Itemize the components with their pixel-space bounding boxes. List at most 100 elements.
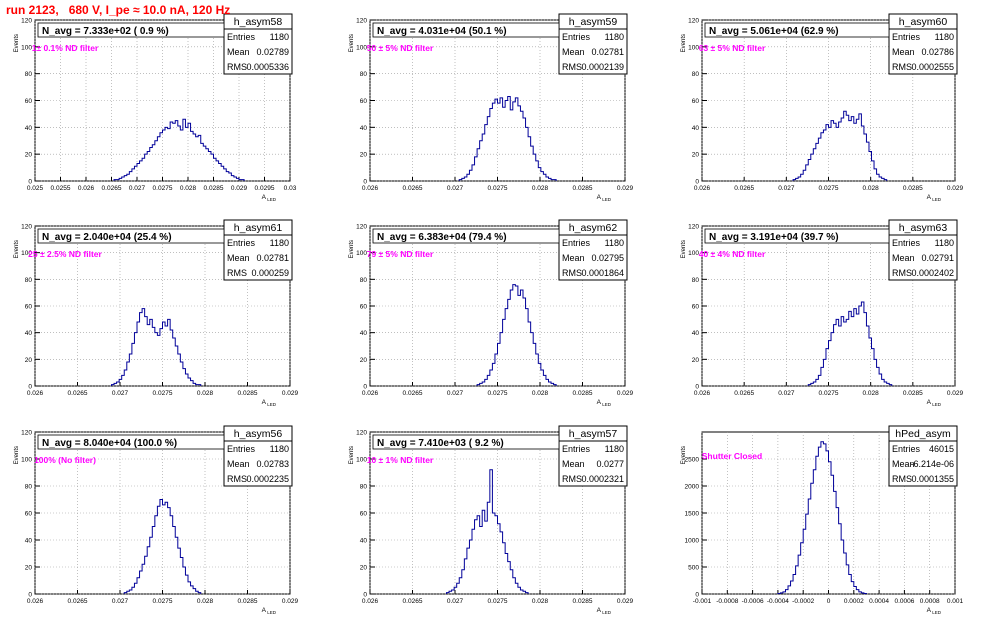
n-avg-box bbox=[704, 22, 890, 38]
y-tick-label: 60 bbox=[360, 511, 368, 518]
stats-label: RMS bbox=[227, 268, 247, 278]
y-tick-label: 60 bbox=[692, 304, 700, 311]
stats-value: 0.02781 bbox=[591, 47, 624, 57]
y-tick-label: 40 bbox=[25, 125, 33, 132]
stats-label: Entries bbox=[892, 32, 921, 42]
y-tick-label: 20 bbox=[692, 357, 700, 364]
x-tick-label: 0.001 bbox=[947, 598, 964, 605]
filter-label: Shutter Closed bbox=[702, 451, 762, 461]
x-tick-label: 0.0002 bbox=[844, 598, 864, 605]
stats-label: Entries bbox=[562, 238, 591, 248]
y-tick-label: 100 bbox=[21, 250, 32, 257]
x-tick-label: 0.0275 bbox=[488, 185, 508, 192]
histogram-pad-h_asym62: 0.026 0.0265 0.027 0.0275 0.028 0.0285 0.029 0 2… bbox=[349, 219, 634, 407]
stats-label: Entries bbox=[227, 32, 256, 42]
histogram-line bbox=[113, 118, 245, 181]
histogram-pad-h_asym60: 0.026 0.0265 0.027 0.0275 0.028 0.0285 0.029 0 2… bbox=[681, 13, 964, 202]
x-tick-label: 0.026 bbox=[27, 390, 44, 397]
stats-value: 0.000259 bbox=[251, 268, 289, 278]
x-tick-label: 0.028 bbox=[180, 185, 197, 192]
stats-value: 0.02791 bbox=[921, 253, 954, 263]
x-tick-label: 0.0008 bbox=[920, 598, 940, 605]
stats-value: 0.0005336 bbox=[246, 62, 289, 72]
stats-box bbox=[223, 440, 293, 487]
y-tick-label: 100 bbox=[356, 44, 367, 51]
x-tick-label: 0.0265 bbox=[403, 598, 423, 605]
y-tick-label: 2500 bbox=[685, 457, 700, 464]
y-tick-label: 0 bbox=[363, 592, 367, 599]
stats-label: Mean bbox=[562, 47, 585, 57]
x-tick-label: 0.028 bbox=[197, 390, 214, 397]
stats-value: 0.0002402 bbox=[911, 268, 954, 278]
x-tick-label: 0.029 bbox=[282, 598, 299, 605]
x-tick-label: -0.0006 bbox=[742, 598, 764, 605]
stats-value: 1180 bbox=[605, 32, 624, 42]
x-axis-title: A LED bbox=[262, 194, 277, 202]
x-axis-title: A LED bbox=[597, 607, 612, 615]
x-tick-label: -0.0004 bbox=[767, 598, 789, 605]
histogram-line bbox=[446, 469, 529, 594]
stats-label: Entries bbox=[227, 238, 256, 248]
y-tick-label: 0 bbox=[363, 179, 367, 186]
y-tick-label: 80 bbox=[25, 277, 33, 284]
n-avg-label: N_avg = 6.383e+04 (79.4 %) bbox=[377, 232, 507, 243]
run-title: run 2123, 680 V, I_pe ≈ 10.0 nA, 120 Hz bbox=[6, 3, 231, 17]
x-tick-label: 0.0265 bbox=[734, 185, 754, 192]
histogram-pad-h_asym58: 0.025 0.0255 0.026 0.0265 0.027 0.0275 0.028 0.… bbox=[14, 13, 297, 202]
x-tick-label: 0.029 bbox=[947, 390, 964, 397]
x-tick-label: 0.028 bbox=[532, 598, 549, 605]
histogram-pad-h_asym59: 0.026 0.0265 0.027 0.0275 0.028 0.0285 0.029 0 2… bbox=[349, 13, 634, 202]
n-avg-label: N_avg = 8.040e+04 (100.0 %) bbox=[42, 438, 177, 449]
y-tick-label: 60 bbox=[25, 304, 33, 311]
histogram-name: h_asym61 bbox=[234, 222, 283, 234]
histogram-pad-h_asym56: 0.026 0.0265 0.027 0.0275 0.028 0.0285 0.029 0 2… bbox=[14, 425, 299, 615]
y-axis-title: Events bbox=[349, 240, 355, 258]
x-tick-label: 0.0285 bbox=[573, 390, 593, 397]
y-tick-label: 80 bbox=[360, 484, 368, 491]
stats-label: Mean bbox=[227, 459, 250, 469]
n-avg-box bbox=[37, 228, 225, 244]
filter-label: 40 ± 4% ND filter bbox=[699, 249, 766, 259]
y-tick-label: 0 bbox=[28, 179, 32, 186]
stats-label: Entries bbox=[892, 444, 921, 454]
x-tick-label: 0.0265 bbox=[403, 185, 423, 192]
y-tick-label: 40 bbox=[25, 330, 33, 337]
y-tick-label: 100 bbox=[356, 457, 367, 464]
x-tick-label: 0.027 bbox=[112, 598, 129, 605]
x-tick-label: 0.028 bbox=[532, 185, 549, 192]
y-tick-label: 80 bbox=[360, 71, 368, 78]
x-tick-label: 0.025 bbox=[27, 185, 44, 192]
y-tick-label: 100 bbox=[688, 250, 699, 257]
y-tick-label: 60 bbox=[692, 98, 700, 105]
histogram-line bbox=[476, 284, 557, 386]
stats-value: 1180 bbox=[270, 444, 289, 454]
histogram-line bbox=[111, 308, 202, 386]
histogram-pad-h_asym61: 0.026 0.0265 0.027 0.0275 0.028 0.0285 0.029 0 2… bbox=[14, 219, 299, 407]
stats-label: Mean bbox=[892, 47, 915, 57]
histogram-line bbox=[458, 95, 557, 181]
histogram-line bbox=[777, 441, 867, 594]
stats-box bbox=[223, 28, 293, 75]
stats-value: 0.02786 bbox=[921, 47, 954, 57]
y-tick-label: 100 bbox=[688, 44, 699, 51]
y-axis-title: Events bbox=[349, 34, 355, 52]
stats-value: 0.0002555 bbox=[911, 62, 954, 72]
y-tick-label: 120 bbox=[21, 224, 32, 231]
n-avg-box bbox=[372, 434, 560, 450]
x-tick-label: 0.026 bbox=[362, 598, 379, 605]
y-tick-label: 40 bbox=[25, 538, 33, 545]
stats-value: -6.214e-06 bbox=[910, 459, 954, 469]
y-axis-title: Events bbox=[681, 34, 687, 52]
x-tick-label: 0.0006 bbox=[894, 598, 914, 605]
y-axis-title: Events bbox=[14, 34, 20, 52]
x-axis-title: A LED bbox=[597, 194, 612, 202]
stats-label: RMS bbox=[227, 474, 247, 484]
histogram-name: h_asym59 bbox=[569, 16, 618, 28]
y-tick-label: 0 bbox=[695, 592, 699, 599]
n-avg-label: N_avg = 4.031e+04 (50.1 %) bbox=[377, 26, 507, 37]
stats-box bbox=[558, 440, 628, 487]
x-tick-label: 0.0265 bbox=[68, 598, 88, 605]
stats-value: 0.02781 bbox=[256, 253, 289, 263]
x-tick-label: 0.0285 bbox=[204, 185, 224, 192]
stats-value: 0.0002139 bbox=[581, 62, 624, 72]
